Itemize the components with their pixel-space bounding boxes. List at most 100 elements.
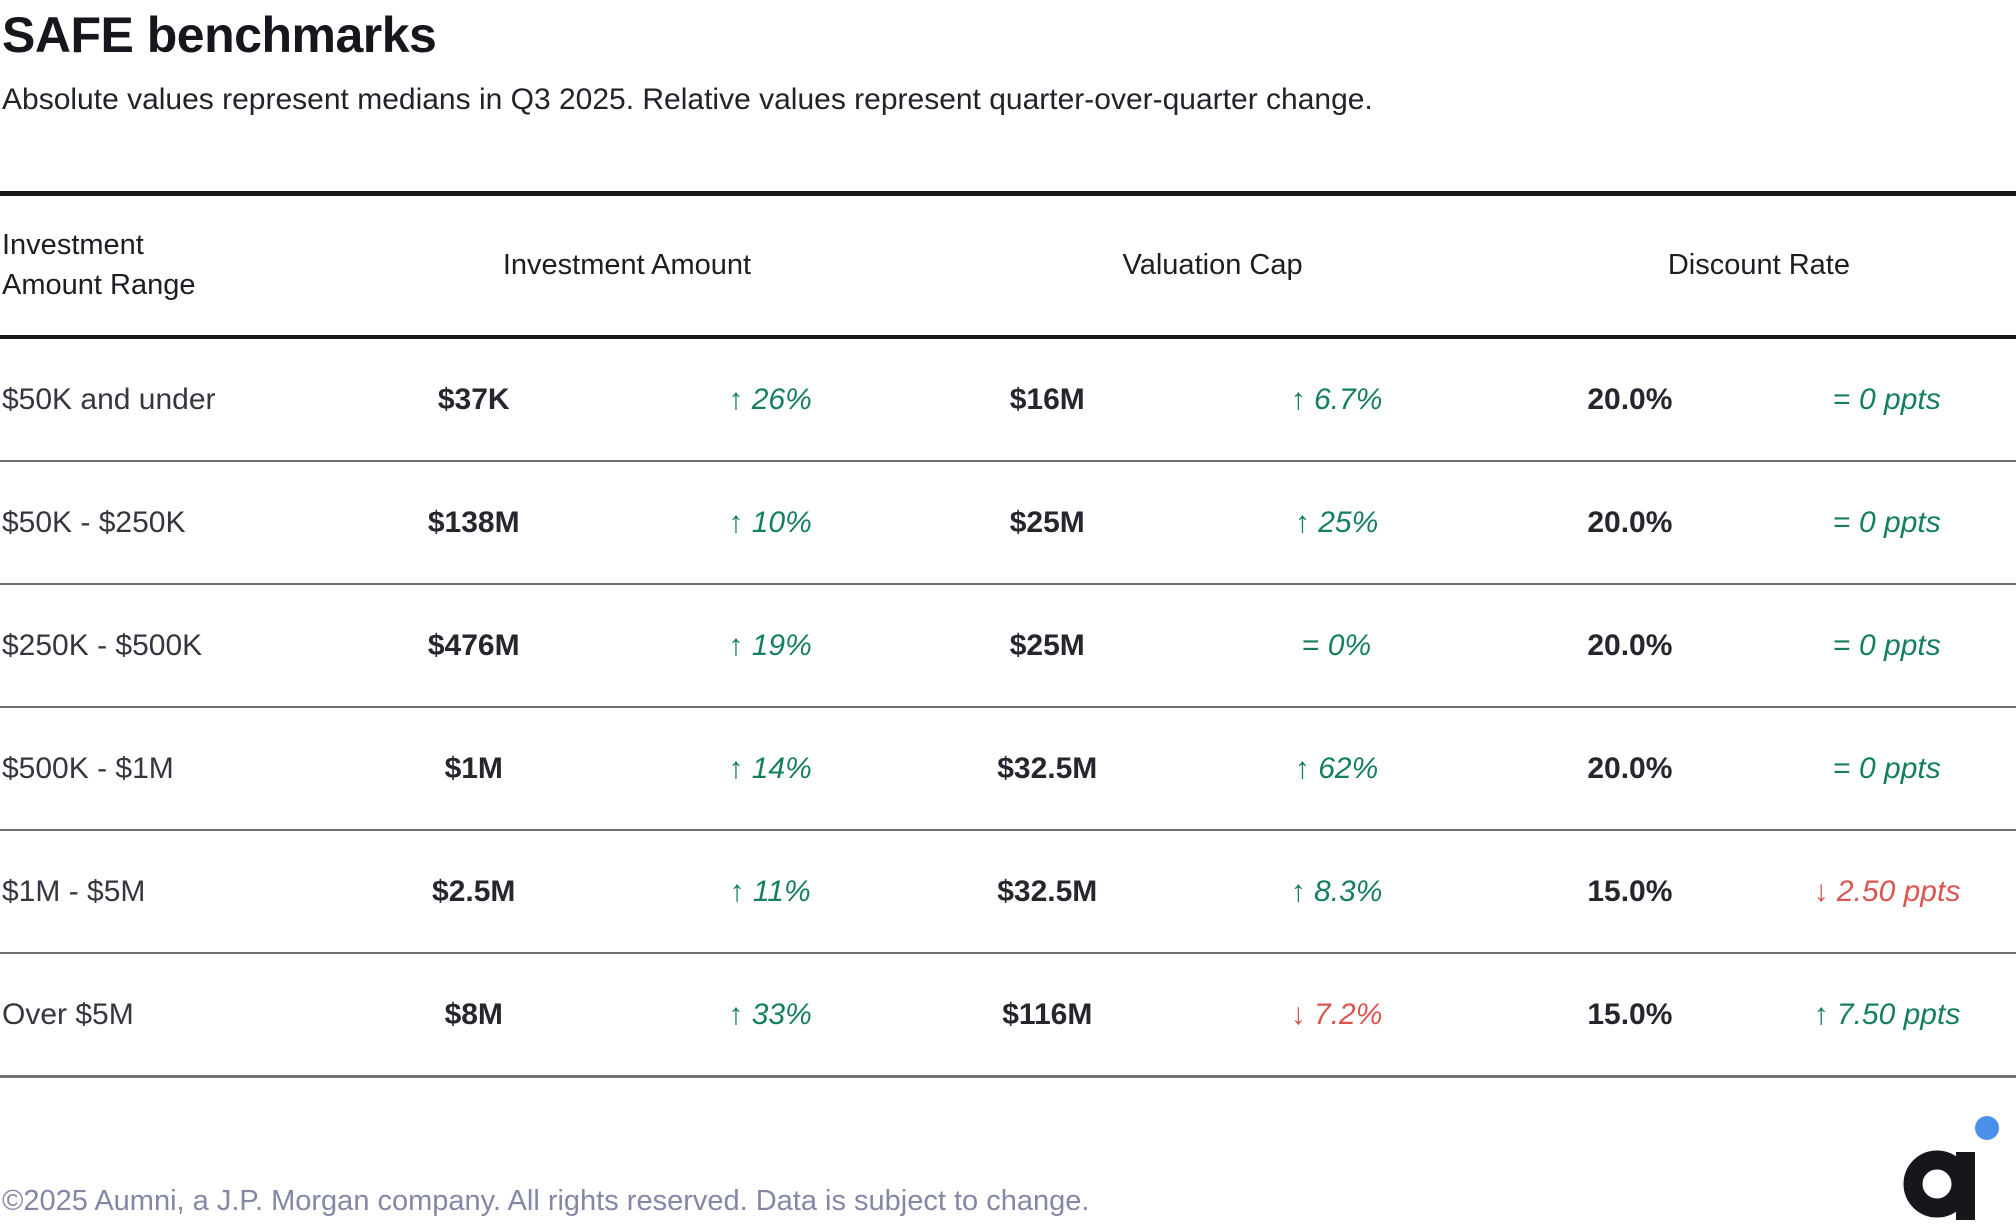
up-arrow-icon: ↑ (729, 874, 745, 908)
change-text: 2.50 ppts (1828, 874, 1961, 908)
change-text: 0 ppts (1850, 751, 1941, 785)
discount-rate-change: ↑ 7.50 ppts (1757, 953, 2016, 1078)
investment-amount-value: $8M (330, 953, 617, 1078)
up-arrow-icon: ↑ (1813, 997, 1829, 1031)
discount-rate-value: 20.0% (1501, 707, 1758, 831)
up-arrow-icon: ↑ (1294, 505, 1310, 539)
discount-rate-value: 20.0% (1501, 337, 1758, 462)
change-text: 14% (743, 751, 812, 785)
copyright-text: ©2025 Aumni, a J.P. Morgan company. All … (2, 1185, 1090, 1217)
up-arrow-icon: ↑ (728, 751, 744, 785)
benchmarks-table: Investment Amount Range Investment Amoun… (0, 191, 2016, 1078)
column-header-range-label: Investment Amount Range (2, 229, 196, 301)
change-text: 6.7% (1305, 382, 1383, 416)
down-arrow-icon: ↓ (1290, 997, 1306, 1031)
up-arrow-icon: ↑ (1290, 874, 1306, 908)
table-header-row: Investment Amount Range Investment Amoun… (0, 193, 2016, 339)
up-arrow-icon: ↑ (728, 628, 744, 662)
table-row: $250K - $500K $476M ↑ 19% $25M = 0% 20.0% = 0 … (0, 584, 2016, 708)
valuation-cap-change: ↑ 8.3% (1171, 830, 1502, 954)
table-body: $50K and under $37K ↑ 26% $16M ↑ 6.7% 20.0% = … (0, 337, 2016, 1078)
aumni-logo-graphic (1903, 1116, 1999, 1220)
investment-amount-value: $476M (330, 584, 617, 708)
row-range-label: $50K and under (0, 337, 331, 462)
up-arrow-icon: ↑ (728, 505, 744, 539)
column-header-discount-rate: Discount Rate (1501, 193, 2016, 339)
logo-blue-dot (1975, 1116, 1999, 1140)
change-text: 0 ppts (1850, 628, 1941, 662)
table-row: Over $5M $8M ↑ 33% $116M ↓ 7.2% 15.0% ↑ 7.50 p… (0, 953, 2016, 1078)
discount-rate-change: = 0 ppts (1757, 461, 2016, 585)
row-range-label: $50K - $250K (0, 461, 331, 585)
equals-icon: = (1833, 382, 1851, 416)
investment-amount-value: $37K (330, 337, 617, 462)
valuation-cap-value: $25M (923, 461, 1172, 585)
investment-amount-value: $138M (330, 461, 617, 585)
change-text: 25% (1309, 505, 1379, 539)
investment-amount-change: ↑ 33% (616, 953, 924, 1078)
investment-amount-change: ↑ 19% (616, 584, 924, 708)
row-range-label: $1M - $5M (0, 830, 331, 954)
valuation-cap-value: $32.5M (923, 830, 1172, 954)
change-text: 7.2% (1305, 997, 1383, 1031)
investment-amount-change: ↑ 10% (616, 461, 924, 585)
discount-rate-value: 15.0% (1501, 830, 1758, 954)
equals-icon: = (1833, 751, 1851, 785)
change-text: 11% (744, 874, 811, 908)
table-row: $50K - $250K $138M ↑ 10% $25M ↑ 25% 20.0% = 0 … (0, 461, 2016, 585)
valuation-cap-change: ↑ 6.7% (1171, 337, 1502, 462)
column-header-valuation-cap: Valuation Cap (923, 193, 1502, 339)
valuation-cap-value: $16M (923, 337, 1172, 462)
change-text: 10% (743, 505, 812, 539)
page-title: SAFE benchmarks (2, 7, 437, 63)
discount-rate-value: 15.0% (1501, 953, 1758, 1078)
valuation-cap-value: $25M (923, 584, 1172, 708)
table-row: $500K - $1M $1M ↑ 14% $32.5M ↑ 62% 20.0% = 0 p… (0, 707, 2016, 831)
investment-amount-change: ↑ 11% (616, 830, 924, 954)
discount-rate-change: = 0 ppts (1757, 337, 2016, 462)
valuation-cap-change: ↑ 25% (1171, 461, 1502, 585)
up-arrow-icon: ↑ (1290, 382, 1306, 416)
investment-amount-change: ↑ 26% (616, 337, 924, 462)
down-arrow-icon: ↓ (1813, 874, 1829, 908)
page-subtitle: Absolute values represent medians in Q3 … (2, 83, 1373, 116)
equals-icon: = (1833, 505, 1851, 539)
up-arrow-icon: ↑ (728, 382, 744, 416)
up-arrow-icon: ↑ (1294, 751, 1310, 785)
change-text: 62% (1309, 751, 1379, 785)
row-range-label: $500K - $1M (0, 707, 331, 831)
valuation-cap-change: ↓ 7.2% (1171, 953, 1502, 1078)
investment-amount-value: $2.5M (330, 830, 617, 954)
change-text: 0% (1319, 628, 1372, 662)
investment-amount-change: ↑ 14% (616, 707, 924, 831)
row-range-label: $250K - $500K (0, 584, 331, 708)
table-header: Investment Amount Range Investment Amoun… (0, 193, 2016, 339)
equals-icon: = (1833, 628, 1851, 662)
change-text: 0 ppts (1850, 382, 1941, 416)
column-header-investment-amount: Investment Amount (330, 193, 924, 339)
change-text: 26% (743, 382, 812, 416)
table-row: $50K and under $37K ↑ 26% $16M ↑ 6.7% 20.0% = … (0, 337, 2016, 462)
discount-rate-change: ↓ 2.50 ppts (1757, 830, 2016, 954)
up-arrow-icon: ↑ (728, 997, 744, 1031)
discount-rate-change: = 0 ppts (1757, 707, 2016, 831)
valuation-cap-change: = 0% (1171, 584, 1502, 708)
valuation-cap-change: ↑ 62% (1171, 707, 1502, 831)
change-text: 33% (743, 997, 812, 1031)
aumni-logo (1899, 1112, 1999, 1222)
discount-rate-value: 20.0% (1501, 461, 1758, 585)
discount-rate-value: 20.0% (1501, 584, 1758, 708)
change-text: 19% (743, 628, 812, 662)
row-range-label: Over $5M (0, 953, 331, 1078)
column-header-range: Investment Amount Range (0, 193, 331, 339)
table-row: $1M - $5M $2.5M ↑ 11% $32.5M ↑ 8.3% 15.0% ↓ 2.… (0, 830, 2016, 954)
discount-rate-change: = 0 ppts (1757, 584, 2016, 708)
investment-amount-value: $1M (330, 707, 617, 831)
change-text: 0 ppts (1850, 505, 1941, 539)
equals-icon: = (1301, 628, 1320, 662)
logo-letter-a-bowl (1903, 1150, 1971, 1218)
valuation-cap-value: $116M (923, 953, 1172, 1078)
change-text: 8.3% (1305, 874, 1383, 908)
change-text: 7.50 ppts (1828, 997, 1961, 1031)
